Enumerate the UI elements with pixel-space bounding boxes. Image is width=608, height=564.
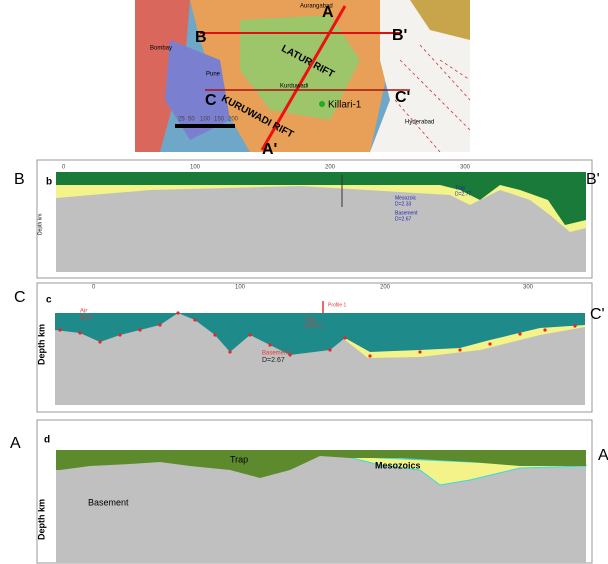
panel-letter: d — [44, 435, 50, 446]
station-point — [98, 340, 102, 344]
section-d: A A' d Depth km Trap Mesozoics Basement — [10, 419, 608, 564]
layer-label: Air — [80, 309, 87, 315]
station-point — [573, 324, 577, 328]
layer-label: Trap — [455, 185, 465, 191]
scale-label: 50 — [188, 117, 195, 123]
station-point — [78, 331, 82, 335]
faults — [394, 44, 471, 153]
scale-label: 150 — [214, 117, 225, 123]
map: A B B' C C' A' LATUR RIFT KURUWADI RIFT … — [135, 0, 471, 158]
station-point — [418, 350, 422, 354]
station-point — [248, 333, 252, 337]
station-point — [488, 342, 492, 346]
station-point — [518, 332, 522, 336]
map-label: Bombay — [150, 46, 172, 52]
section-end: A — [10, 435, 21, 452]
tick-label: 0 — [92, 285, 96, 291]
station-point — [343, 336, 347, 340]
layer-label: D=2.33 — [395, 201, 411, 207]
station-point — [213, 333, 217, 337]
layer-label: Trap — [305, 317, 315, 323]
tick-label: 100 — [235, 285, 246, 291]
section-end: A' — [598, 447, 608, 464]
map-label: A — [322, 4, 334, 21]
layer-label: D=0 — [80, 316, 92, 322]
map-label: B — [195, 29, 207, 46]
layer-label: Basement — [262, 351, 289, 357]
section-c: C C' c Depth km Air D=0 Profile 1 Trap D… — [14, 282, 605, 413]
section-end: C — [14, 289, 26, 306]
station-point — [288, 353, 292, 357]
station-point — [118, 333, 122, 337]
map-label: C — [205, 92, 217, 109]
section-b: B B' b Depth km Mesozoic D=2.33 Basement… — [14, 159, 600, 279]
depth-label: Depth km — [37, 214, 43, 235]
section-end: C' — [590, 306, 605, 323]
station-point — [176, 311, 180, 315]
station-point — [268, 343, 272, 347]
station-point — [228, 350, 232, 354]
panel-letter: c — [46, 295, 52, 306]
station-point — [138, 328, 142, 332]
tick-label: 100 — [190, 165, 201, 171]
scale-bar — [175, 124, 235, 128]
trap — [55, 313, 585, 355]
map-patch — [135, 0, 190, 152]
map-label: Pune — [206, 72, 221, 78]
killari-marker — [319, 101, 325, 107]
depth-label: Depth km — [36, 324, 46, 365]
layer-label: Basement — [395, 210, 418, 216]
map-label: Aurangabad — [300, 4, 333, 10]
section-end: B' — [586, 171, 600, 188]
station-point — [58, 328, 62, 332]
map-craton — [370, 0, 470, 152]
scale-label: 100 — [200, 117, 211, 123]
scale-label: 200 — [228, 117, 239, 123]
map-label: A' — [262, 141, 277, 158]
map-label: Kurduwadi — [280, 84, 308, 90]
tick-label: 200 — [325, 165, 336, 171]
layer-label: D=2.67 — [395, 216, 411, 222]
layer-label: D=2.67 — [262, 357, 285, 364]
section-end: B — [14, 171, 25, 188]
station-point — [368, 354, 372, 358]
layer-label: D=2.73 — [305, 323, 321, 329]
layer-label: Trap — [230, 454, 248, 464]
map-label: C' — [395, 89, 410, 106]
tick-label: 300 — [460, 165, 471, 171]
mesozoic — [339, 454, 587, 486]
map-patch — [165, 40, 230, 140]
tick-label: 200 — [380, 285, 391, 291]
depth-label: Depth km — [36, 499, 46, 540]
station-point — [458, 348, 462, 352]
tick-label: 300 — [523, 285, 534, 291]
layer-label: Mesozoics — [375, 460, 421, 470]
map-patch — [410, 0, 470, 40]
scale-label: 25 — [178, 117, 185, 123]
map-label: B' — [392, 27, 407, 44]
map-label: Hyderabad — [405, 120, 434, 126]
layer-label: Profile 1 — [328, 302, 347, 308]
trap — [56, 172, 586, 225]
tick-label: 0 — [62, 165, 66, 171]
station-point — [328, 348, 332, 352]
panel-letter: b — [46, 177, 52, 188]
trap — [56, 450, 586, 478]
station-point — [158, 323, 162, 327]
layer-label: Basement — [88, 497, 129, 507]
map-label: Killari-1 — [328, 100, 362, 111]
layer-label: Mesozoic — [395, 195, 417, 201]
station-point — [193, 318, 197, 322]
map-patch — [240, 15, 360, 120]
station-point — [543, 328, 547, 332]
layer-label: D=2.77 — [455, 191, 471, 197]
profile-a — [260, 5, 347, 151]
